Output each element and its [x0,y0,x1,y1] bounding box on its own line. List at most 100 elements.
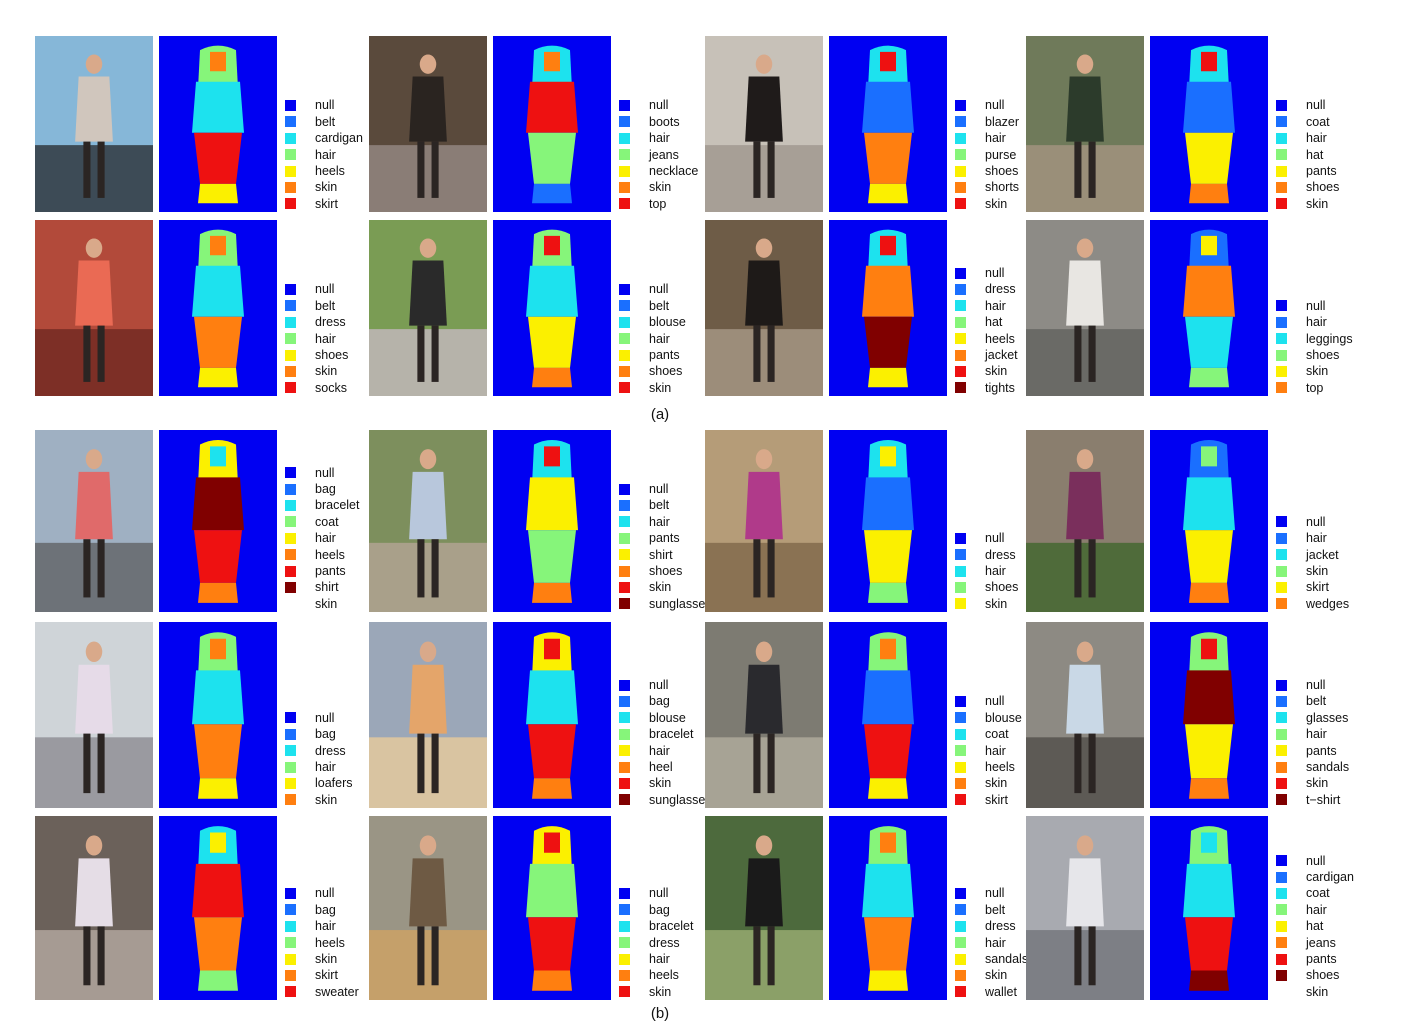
legend-label: hair [985,743,1006,758]
legend-item: skirt [285,967,359,983]
face-region [880,638,896,660]
legend-swatch [1276,986,1287,997]
legend-label: skin [1306,776,1329,791]
label-legend: null bag blouse bracelet hair heel skin sunglas… [619,677,712,808]
segmentation-mask [862,45,914,204]
legend-swatch [1276,532,1287,544]
legend-swatch [955,549,966,561]
example-panel: null belt cardigan hair heels skin skirt [35,36,365,212]
street-photo [1026,622,1144,808]
upper-clothing-region [526,265,578,317]
legend-label: shoes [1306,180,1340,195]
legend-swatch [955,761,966,773]
legend-item: bag [285,481,359,497]
street-photo [369,36,487,212]
street-photo-image [369,622,487,808]
legend-label: pants [1306,743,1337,758]
footwear-region [198,367,238,388]
legend-swatch [285,969,296,981]
lower-clothing-region [864,530,912,583]
street-photo [369,816,487,1000]
upper-clothing-region [862,265,914,317]
legend-label: hair [985,564,1006,579]
legend-item: hair [619,130,698,146]
segmentation-mask [192,45,244,204]
legend-item: hair [1276,530,1349,546]
legend-swatch [955,333,966,345]
legend-label: bag [315,902,336,917]
legend-item: heels [955,759,1022,775]
legend-swatch [619,937,630,949]
legend-label: jacket [1306,547,1339,562]
legend-label: heels [315,547,345,562]
upper-clothing-region [1183,265,1235,317]
footwear-region [532,582,572,603]
legend-label: cardigan [315,131,363,146]
legend-swatch [619,316,630,328]
legend-label: shirt [315,580,339,595]
legend-swatch [1276,149,1287,161]
legend-item: shoes [955,579,1018,595]
footwear-region [1189,582,1229,603]
label-legend: null belt glasses hair pants sandals skin t−shi… [1276,677,1349,808]
legend-swatch [619,794,630,806]
segmentation-mask [862,440,914,603]
upper-clothing-region [1183,81,1235,133]
legend-label: glasses [1306,710,1349,725]
legend-label: skin [315,180,338,195]
legend-swatch [285,165,296,177]
label-legend: null belt dress hair shoes skin socks [285,281,348,396]
lower-clothing-region [528,132,576,184]
legend-label: null [649,886,669,901]
legend-swatch [1276,116,1287,128]
street-photo [369,622,487,808]
legend-swatch [619,761,630,773]
legend-item: shoes [1276,347,1353,363]
legend-label: skin [1306,564,1329,579]
lower-clothing-region [1185,917,1233,971]
legend-item: bracelet [619,918,693,934]
legend-label: socks [315,380,347,395]
legend-label: sandals [1306,760,1350,775]
legend-item: skin [285,363,348,379]
legend-item: skin [285,792,353,808]
legend-item: skin [1276,775,1349,791]
legend-label: heels [649,968,679,983]
legend-swatch [619,181,630,193]
face-region [210,832,226,853]
parsing-result [493,220,611,396]
legend-item: skin [955,967,1028,983]
legend-item: jeans [1276,934,1354,950]
footwear-region [532,367,572,388]
parsing-result [1150,220,1268,396]
legend-item: null [955,265,1018,281]
legend-label: cardigan [1306,870,1354,885]
legend-item: null [1276,514,1349,530]
legend-label: null [649,678,669,693]
legend-item: jeans [619,146,698,162]
legend-swatch [955,712,966,724]
street-photo-image [35,816,153,1000]
legend-swatch [285,581,296,593]
street-photo [369,430,487,612]
legend-swatch [955,99,966,111]
legend-swatch [285,920,296,932]
legend-label: skirt [315,968,338,983]
legend-label: belt [315,114,336,129]
street-photo-image [1026,816,1144,1000]
legend-label: shoes [985,580,1019,595]
face-region [880,446,896,467]
legend-swatch [955,598,966,610]
legend-swatch [1276,565,1287,577]
legend-item: coat [1276,885,1354,901]
legend-label: belt [649,498,670,513]
legend-swatch [1276,695,1287,707]
example-panel: null bag bracelet coat hair heels pants shirt sk… [35,430,365,612]
upper-clothing-region [1183,863,1235,918]
legend-item: null [619,97,698,113]
lower-clothing-region [194,724,242,779]
legend-label: leggings [1306,331,1353,346]
legend-item: leggings [1276,330,1353,346]
legend-item: heels [285,546,359,562]
street-photo-image [705,36,823,212]
